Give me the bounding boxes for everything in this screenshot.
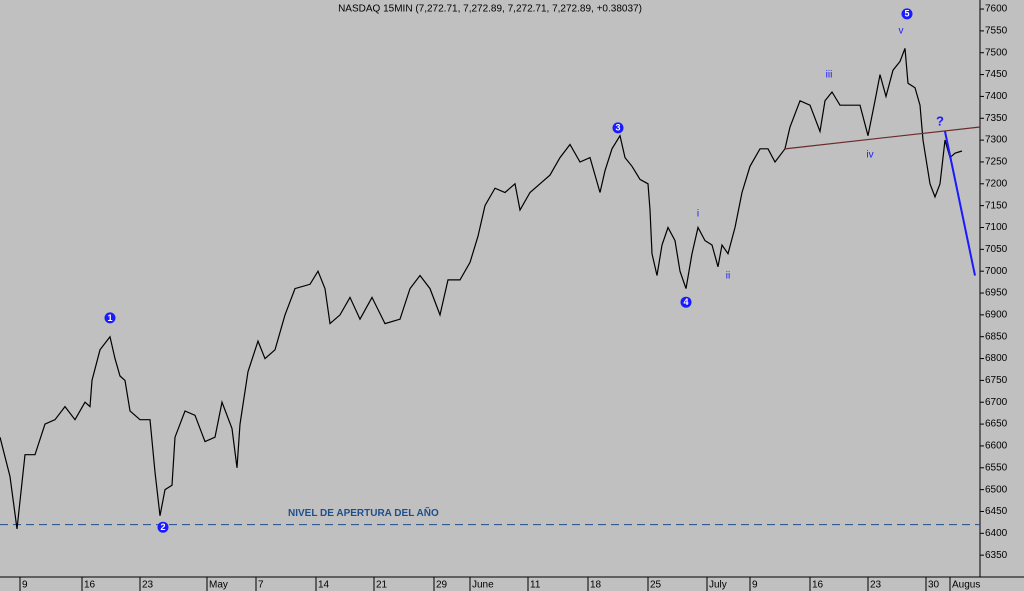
x-tick-label: 18 [590, 580, 602, 591]
trend-line [944, 131, 976, 276]
y-tick-label: 7450 [985, 69, 1008, 80]
reference-label: NIVEL DE APERTURA DEL AÑO [288, 506, 439, 519]
y-tick-label: 6600 [985, 441, 1008, 452]
wave-label: 1 [107, 313, 112, 323]
wave-marker [612, 122, 624, 134]
x-tick-label: 7 [258, 580, 264, 591]
wave-label: 3 [615, 123, 620, 133]
trend-line [784, 126, 981, 150]
x-tick-label: 21 [376, 580, 388, 591]
y-tick-label: 6550 [985, 462, 1008, 473]
wave-marker [680, 296, 692, 308]
wave-marker [157, 521, 169, 533]
y-tick-label: 7350 [985, 113, 1008, 124]
y-tick-label: 6700 [985, 397, 1008, 408]
y-tick-label: 6750 [985, 375, 1008, 386]
y-tick-label: 7050 [985, 244, 1008, 255]
y-tick-label: 6650 [985, 419, 1008, 430]
x-tick-label: 23 [870, 580, 882, 591]
wave-label: iv [866, 150, 873, 161]
y-tick-label: 7500 [985, 47, 1008, 58]
x-tick-label: 9 [22, 580, 28, 591]
y-tick-label: 6850 [985, 331, 1008, 342]
wave-label: ii [726, 271, 730, 282]
wave-label: i [697, 209, 699, 220]
y-tick-label: 7300 [985, 135, 1008, 146]
x-tick-label: Augus [952, 580, 980, 591]
y-tick-label: 6400 [985, 528, 1008, 539]
x-tick-label: 16 [84, 580, 96, 591]
x-tick-label: 11 [530, 580, 541, 591]
y-tick-label: 7600 [985, 4, 1008, 15]
wave-label: 4 [683, 297, 688, 307]
wave-marker [901, 8, 913, 20]
wave-marker [104, 312, 116, 324]
y-tick-label: 7100 [985, 222, 1008, 233]
y-tick-label: 6950 [985, 288, 1008, 299]
y-tick-label: 7150 [985, 200, 1008, 211]
wave-label: v [899, 26, 904, 37]
x-tick-label: 16 [812, 580, 824, 591]
x-tick-label: 14 [318, 580, 330, 591]
x-tick-label: 9 [752, 580, 758, 591]
wave-label: iii [826, 70, 833, 81]
wave-label: ? [936, 114, 944, 129]
price-line [0, 48, 963, 529]
x-tick-label: 25 [650, 580, 662, 591]
y-tick-label: 7550 [985, 26, 1008, 37]
y-tick-label: 6450 [985, 506, 1008, 517]
wave-label: 5 [904, 9, 909, 19]
y-tick-label: 6350 [985, 550, 1008, 561]
y-tick-label: 7250 [985, 157, 1008, 168]
chart-title: NASDAQ 15MIN (7,272.71, 7,272.89, 7,272.… [338, 4, 642, 15]
x-tick-label: 23 [142, 580, 154, 591]
x-tick-label: 30 [928, 580, 940, 591]
y-tick-label: 7000 [985, 266, 1008, 277]
y-tick-label: 6900 [985, 310, 1008, 321]
x-tick-label: 29 [436, 580, 448, 591]
x-tick-label: May [209, 580, 228, 591]
wave-label: 2 [160, 522, 165, 532]
x-tick-label: June [472, 580, 494, 591]
y-tick-label: 6500 [985, 484, 1008, 495]
x-tick-label: July [709, 580, 727, 591]
y-tick-label: 6800 [985, 353, 1008, 364]
y-tick-label: 7200 [985, 178, 1008, 189]
y-tick-label: 7400 [985, 91, 1008, 102]
